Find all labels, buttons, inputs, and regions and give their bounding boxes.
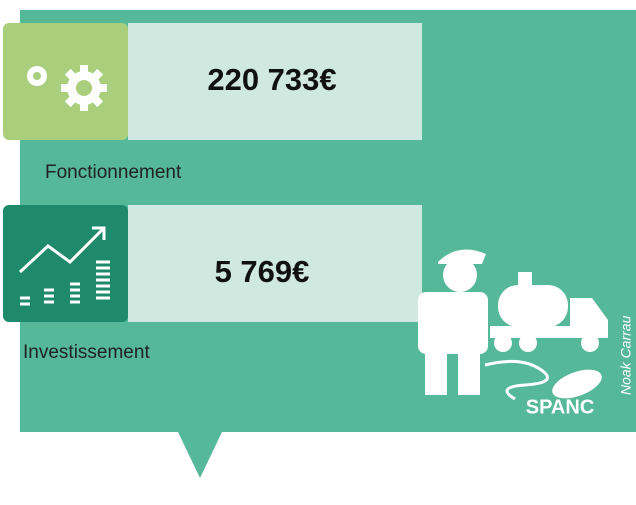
credit: Noak Carrau bbox=[618, 315, 634, 395]
amount-box bbox=[128, 205, 422, 322]
icon-box bbox=[3, 23, 128, 140]
chart-icon bbox=[18, 226, 110, 306]
card-label: Investissement bbox=[23, 342, 150, 363]
card-label: Fonctionnement bbox=[45, 162, 182, 183]
amount: 220 733€ bbox=[207, 62, 336, 97]
gears-icon bbox=[27, 65, 107, 111]
spanc-illustration bbox=[418, 249, 608, 401]
pointer bbox=[178, 432, 222, 478]
amount: 5 769€ bbox=[215, 254, 310, 289]
amount-box bbox=[128, 23, 422, 140]
badge: SPANC bbox=[526, 396, 595, 418]
